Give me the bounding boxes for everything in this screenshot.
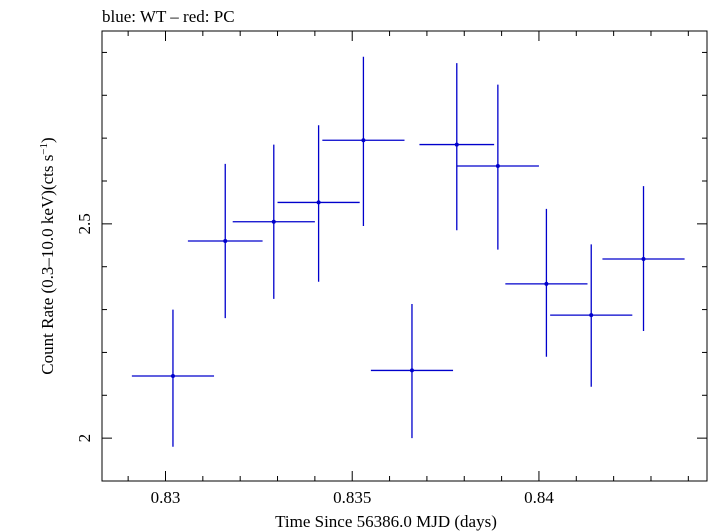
data-point [456,84,539,250]
chart-title: blue: WT – red: PC [102,7,235,26]
y-axis-label: Count Rate (0.3–10.0 keV)(cts s−1) [38,137,57,374]
x-tick-label: 0.84 [524,488,554,507]
data-points [131,56,685,447]
data-point [187,163,263,319]
y-axis-label-close: ) [38,137,57,143]
x-axis-label: Time Since 56386.0 MJD (days) [275,512,497,531]
axis-ticks: 0.83 0.835 0.84 2 2.5 [75,31,707,507]
y-tick-label: 2.5 [75,213,94,234]
point-marker [589,313,594,318]
y-tick-label: 2 [75,434,94,443]
data-point [550,244,633,387]
data-point [322,56,405,226]
point-marker [271,219,276,224]
point-marker [454,142,459,147]
point-marker [409,368,414,373]
x-tick-label: 0.83 [151,488,181,507]
data-point [277,125,360,282]
data-point [419,63,495,231]
point-marker [641,257,646,261]
point-marker [361,138,366,143]
data-point [505,208,588,357]
data-point [370,304,454,439]
y-axis-label-main: Count Rate (0.3–10.0 keV)(cts s [38,155,57,375]
data-point [602,186,685,331]
plot-frame [101,30,708,482]
data-point [232,144,315,299]
point-marker [170,374,175,378]
data-point [131,309,215,447]
point-marker [544,281,549,286]
point-marker [316,200,321,205]
point-marker [223,239,228,243]
point-marker [495,164,500,168]
x-tick-label: 0.835 [333,488,371,507]
y-axis-label-sup: −1 [38,143,50,155]
